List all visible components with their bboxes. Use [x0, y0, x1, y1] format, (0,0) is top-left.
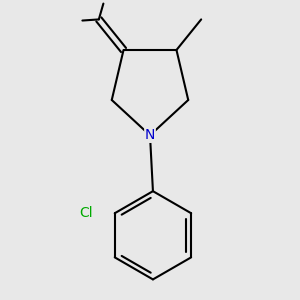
Text: N: N — [145, 128, 155, 142]
Text: Cl: Cl — [79, 206, 92, 220]
